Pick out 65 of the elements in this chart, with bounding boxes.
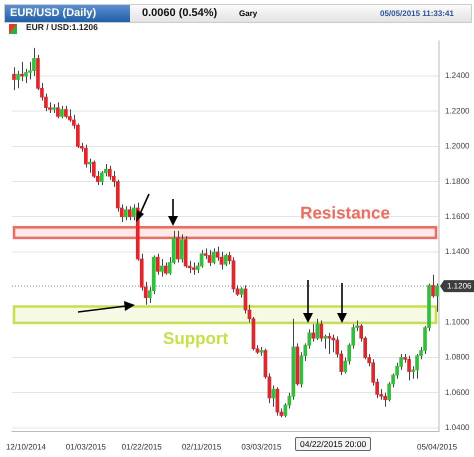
candlestick xyxy=(108,165,112,180)
candlestick xyxy=(323,334,328,350)
y-tick-label: 1.2400 xyxy=(445,71,470,80)
y-tick-label: 1.2200 xyxy=(445,106,470,116)
candlestick xyxy=(204,248,208,260)
candlestick xyxy=(164,262,168,276)
candlestick xyxy=(64,105,68,119)
candlestick xyxy=(92,160,96,179)
y-tick-label: 1.1600 xyxy=(445,212,470,221)
candlestick xyxy=(28,61,32,80)
candlestick xyxy=(272,385,276,408)
candlestick xyxy=(132,204,136,221)
y-tick-label: 1.1000 xyxy=(445,318,470,327)
text: 05/05/2015 11:33:41 xyxy=(380,8,454,20)
y-tick-label: 1.0400 xyxy=(445,423,470,432)
candlestick xyxy=(315,318,320,340)
candlestick xyxy=(100,170,104,186)
candlestick xyxy=(383,392,387,408)
candlestick xyxy=(88,158,92,174)
y-tick-label: 1.1800 xyxy=(445,176,470,186)
band-label: Resistance xyxy=(300,203,390,222)
text: 0.0060 (0.54%) xyxy=(142,6,218,21)
candlestick xyxy=(68,108,72,122)
candlestick xyxy=(16,70,20,89)
candlestick xyxy=(276,386,280,416)
y-tick-label: 1.0600 xyxy=(445,388,470,397)
text: Gary xyxy=(239,8,258,20)
candlestick xyxy=(176,230,180,263)
candlestick xyxy=(160,258,164,278)
candlestick xyxy=(128,206,132,221)
candlestick xyxy=(124,206,128,221)
candlestick xyxy=(216,246,220,262)
candlestick xyxy=(12,66,16,91)
candlestick xyxy=(180,234,184,263)
candlestick xyxy=(156,253,160,276)
y-tick-label: 1.1400 xyxy=(445,247,470,256)
y-tick-label: 1.0800 xyxy=(445,352,470,362)
candlestick xyxy=(415,353,419,380)
candlestick xyxy=(240,286,244,298)
x-tick-label: 01/03/2015 xyxy=(66,442,106,452)
x-tick-label: 03/03/2015 xyxy=(241,442,282,452)
x-tick-label: 05/04/2015 xyxy=(416,442,458,452)
candlestick xyxy=(192,262,196,276)
candlestick xyxy=(311,324,316,342)
candlestick xyxy=(208,250,212,267)
band-label: Support xyxy=(163,329,229,348)
chart-subtitle: EUR / USD:1.1206 xyxy=(26,22,98,32)
chart-title: EUR/USD (Daily) xyxy=(5,5,130,22)
x-tick-label: 02/11/2015 xyxy=(182,442,222,452)
candlestick xyxy=(327,332,332,354)
candlestick xyxy=(32,47,36,76)
candlestick xyxy=(407,355,411,381)
candlestick xyxy=(56,102,60,119)
candlestick xyxy=(20,61,24,82)
candlestick xyxy=(84,144,88,168)
candlestick xyxy=(319,320,324,342)
x-tick-label: 12/10/2014 xyxy=(6,442,47,452)
candlestick xyxy=(212,248,216,265)
y-tick-label: 1.2000 xyxy=(445,142,470,151)
candlestick xyxy=(224,253,228,267)
ref-line-label: 1.1206 xyxy=(447,281,472,290)
candlestick xyxy=(60,105,64,119)
candlestick xyxy=(431,274,435,298)
x-tick-label: 01/22/2015 xyxy=(122,442,162,452)
text: 04/22/2015 20:00 xyxy=(295,437,372,451)
